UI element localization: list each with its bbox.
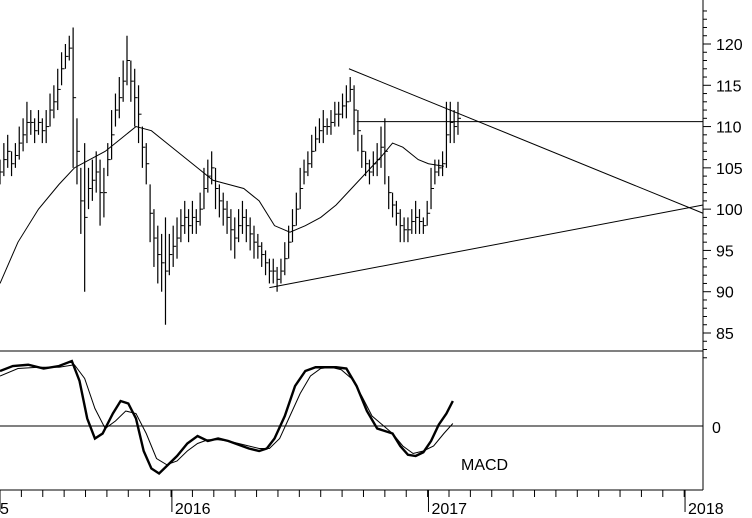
macd-label: MACD	[461, 457, 508, 474]
price-tick-label: 110	[716, 120, 742, 137]
price-tick-label: 95	[716, 243, 734, 260]
moving-average-line	[0, 126, 444, 284]
moving-average-group	[0, 126, 444, 284]
price-tick-label: 90	[716, 285, 734, 302]
price-tick-label: 100	[716, 202, 743, 219]
x-tick-label: 2016	[175, 501, 211, 518]
x-axis-ticks: 5 2016 2017 2018	[0, 490, 724, 518]
x-tick-label: 5	[0, 501, 9, 518]
x-tick-label: 2017	[431, 501, 467, 518]
price-tick-label: 115	[716, 78, 742, 95]
trendline-falling-resistance	[348, 68, 704, 214]
trendlines-group	[269, 68, 704, 289]
price-tick-label: 120	[716, 37, 743, 54]
price-tick-label: 105	[716, 161, 743, 178]
price-ohlc-bars	[0, 27, 461, 325]
macd-zero-tick-label: 0	[712, 420, 721, 437]
x-tick-label: 2018	[688, 501, 724, 518]
trendline-rising-support	[269, 204, 704, 289]
price-tick-label: 85	[716, 326, 734, 343]
price-y-axis: 85 90 95 100 105 110 115 120	[703, 10, 743, 359]
